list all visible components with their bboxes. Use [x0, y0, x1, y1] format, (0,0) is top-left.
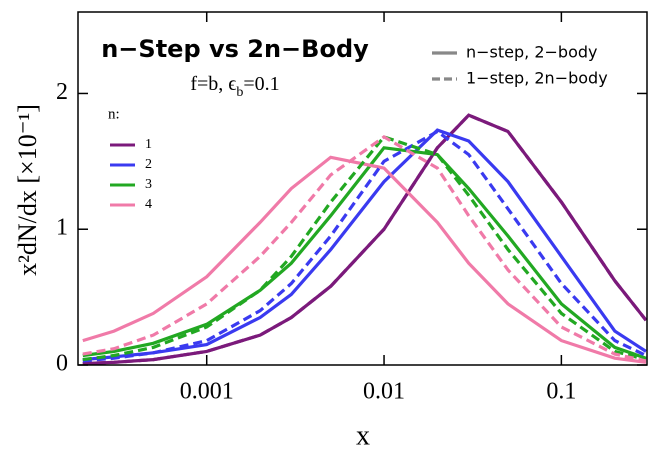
subtitle: f=b, ϵb=0.1 [190, 73, 279, 100]
curve [82, 135, 647, 362]
curve [82, 113, 648, 365]
plot-area [82, 113, 648, 365]
y-tick-label: 0 [56, 351, 68, 377]
x-tick-label: 0.1 [546, 379, 576, 405]
y-tick-label: 2 [56, 79, 68, 105]
legend-title: n: [108, 106, 120, 122]
y-axis-label: x²dN/dx [×10⁻¹] [13, 104, 42, 276]
y-tick-label: 1 [56, 215, 68, 241]
legend-label: n−step, 2−body [466, 43, 597, 62]
frame [77, 11, 648, 366]
legend-label: 3 [145, 177, 152, 192]
x-axis-label: x [356, 420, 370, 451]
subtitle-part: f=b, ϵ [190, 73, 236, 95]
legend-label: 1−step, 2n−body [466, 69, 608, 88]
chart-title: n−Step vs 2n−Body [101, 35, 369, 63]
curve [82, 155, 647, 364]
x-tick-label: 0.001 [180, 379, 234, 405]
curve [82, 134, 647, 363]
subtitle-part: =0.1 [243, 73, 279, 95]
x-tick-label: 0.01 [363, 379, 405, 405]
subtitle-part: b [236, 85, 243, 100]
legend-label: 1 [145, 137, 152, 152]
curve [82, 128, 647, 362]
legend-label: 2 [145, 157, 152, 172]
curve [82, 146, 647, 360]
legend-label: 4 [145, 197, 152, 212]
